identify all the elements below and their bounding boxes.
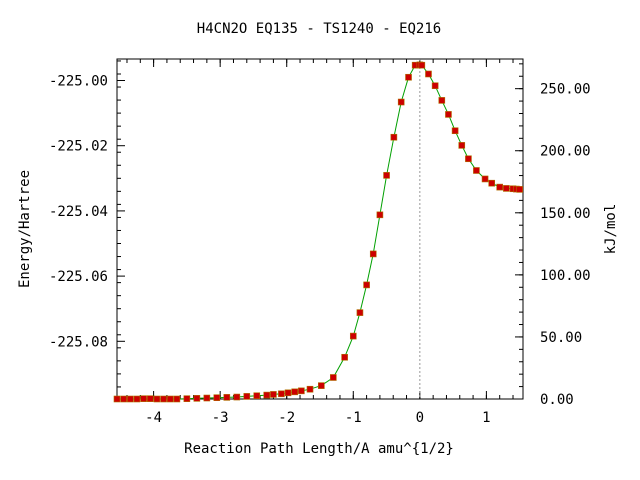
data-point [291, 388, 299, 396]
y2-tick-label: 100.00 [540, 268, 591, 284]
data-point [458, 142, 466, 149]
y2-tick-label: 150.00 [540, 206, 591, 222]
data-point [341, 353, 348, 361]
data-point [133, 395, 141, 403]
y-tick-label: -225.08 [49, 334, 108, 350]
chart-title: H4CN2O EQ135 - TS1240 - EQ216 [197, 21, 441, 37]
y-tick-label: -225.04 [49, 204, 108, 220]
data-point [481, 175, 489, 183]
data-point [438, 97, 446, 104]
data-point [418, 61, 426, 69]
data-point [113, 395, 121, 403]
data-point [140, 395, 147, 402]
y2-tick-label: 200.00 [540, 144, 591, 160]
data-point [431, 82, 439, 90]
data-point [390, 133, 398, 141]
y2-tick-label: 250.00 [540, 82, 591, 98]
y-axis-label: Energy/Hartree [17, 170, 33, 288]
plot-frame [116, 58, 524, 400]
data-point [120, 395, 127, 403]
data-point [488, 179, 496, 187]
data-point [451, 127, 459, 135]
x-axis: -4 -3 -2 -1 0 1 [126, 59, 514, 426]
x-axis-label: Reaction Path Length/A amu^{1/2} [184, 441, 454, 457]
x-tick-label: -3 [212, 410, 229, 426]
data-point [397, 98, 405, 106]
y-tick-label: -225.00 [49, 74, 108, 90]
data-point [183, 395, 191, 402]
data-point [473, 167, 480, 174]
y2-tick-label: 0.00 [540, 392, 574, 408]
x-tick-label: -2 [278, 410, 295, 426]
data-point [270, 391, 277, 398]
data-point [298, 387, 305, 395]
x-tick-label: -1 [345, 410, 362, 426]
x-tick-label: 1 [482, 410, 490, 426]
data-point [127, 395, 134, 403]
y-axis-right: 0.00 50.00 100.00 150.00 200.00 250.00 [515, 63, 591, 408]
data-point [356, 309, 364, 316]
data-point [263, 391, 271, 399]
data-point [160, 395, 167, 403]
series-line [117, 64, 520, 400]
data-point [503, 185, 510, 192]
data-point [363, 281, 370, 289]
data-point [253, 392, 261, 400]
data-point [445, 111, 452, 118]
x-tick-label: 0 [416, 410, 424, 426]
data-point [146, 395, 154, 402]
data-point [153, 395, 161, 403]
y2-axis-label: kJ/mol [603, 204, 619, 255]
data-point [318, 382, 325, 389]
data-point [425, 70, 432, 78]
data-point [284, 389, 292, 397]
data-point [349, 332, 357, 340]
x-tick-label: -4 [145, 410, 162, 426]
data-point [369, 250, 377, 258]
y-tick-label: -225.02 [49, 139, 108, 155]
data-point [278, 390, 285, 398]
data-point [173, 395, 181, 403]
data-point [330, 374, 337, 381]
y-tick-label: -225.06 [49, 269, 108, 285]
data-point [516, 186, 523, 193]
data-point [496, 183, 504, 191]
data-point [203, 394, 211, 402]
data-point [233, 393, 241, 401]
data-point [383, 172, 390, 179]
data-point [223, 394, 231, 401]
data-point [306, 385, 314, 393]
y2-tick-label: 50.00 [540, 330, 582, 346]
data-point [193, 395, 201, 402]
y-axis-left: -225.00 -225.02 -225.04 -225.06 -225.08 [49, 60, 125, 388]
data-point [213, 394, 221, 401]
data-point [376, 211, 384, 219]
data-point [405, 73, 412, 81]
series-points [113, 61, 523, 403]
data-point [465, 155, 472, 163]
data-point [243, 393, 251, 400]
data-point [166, 395, 174, 403]
